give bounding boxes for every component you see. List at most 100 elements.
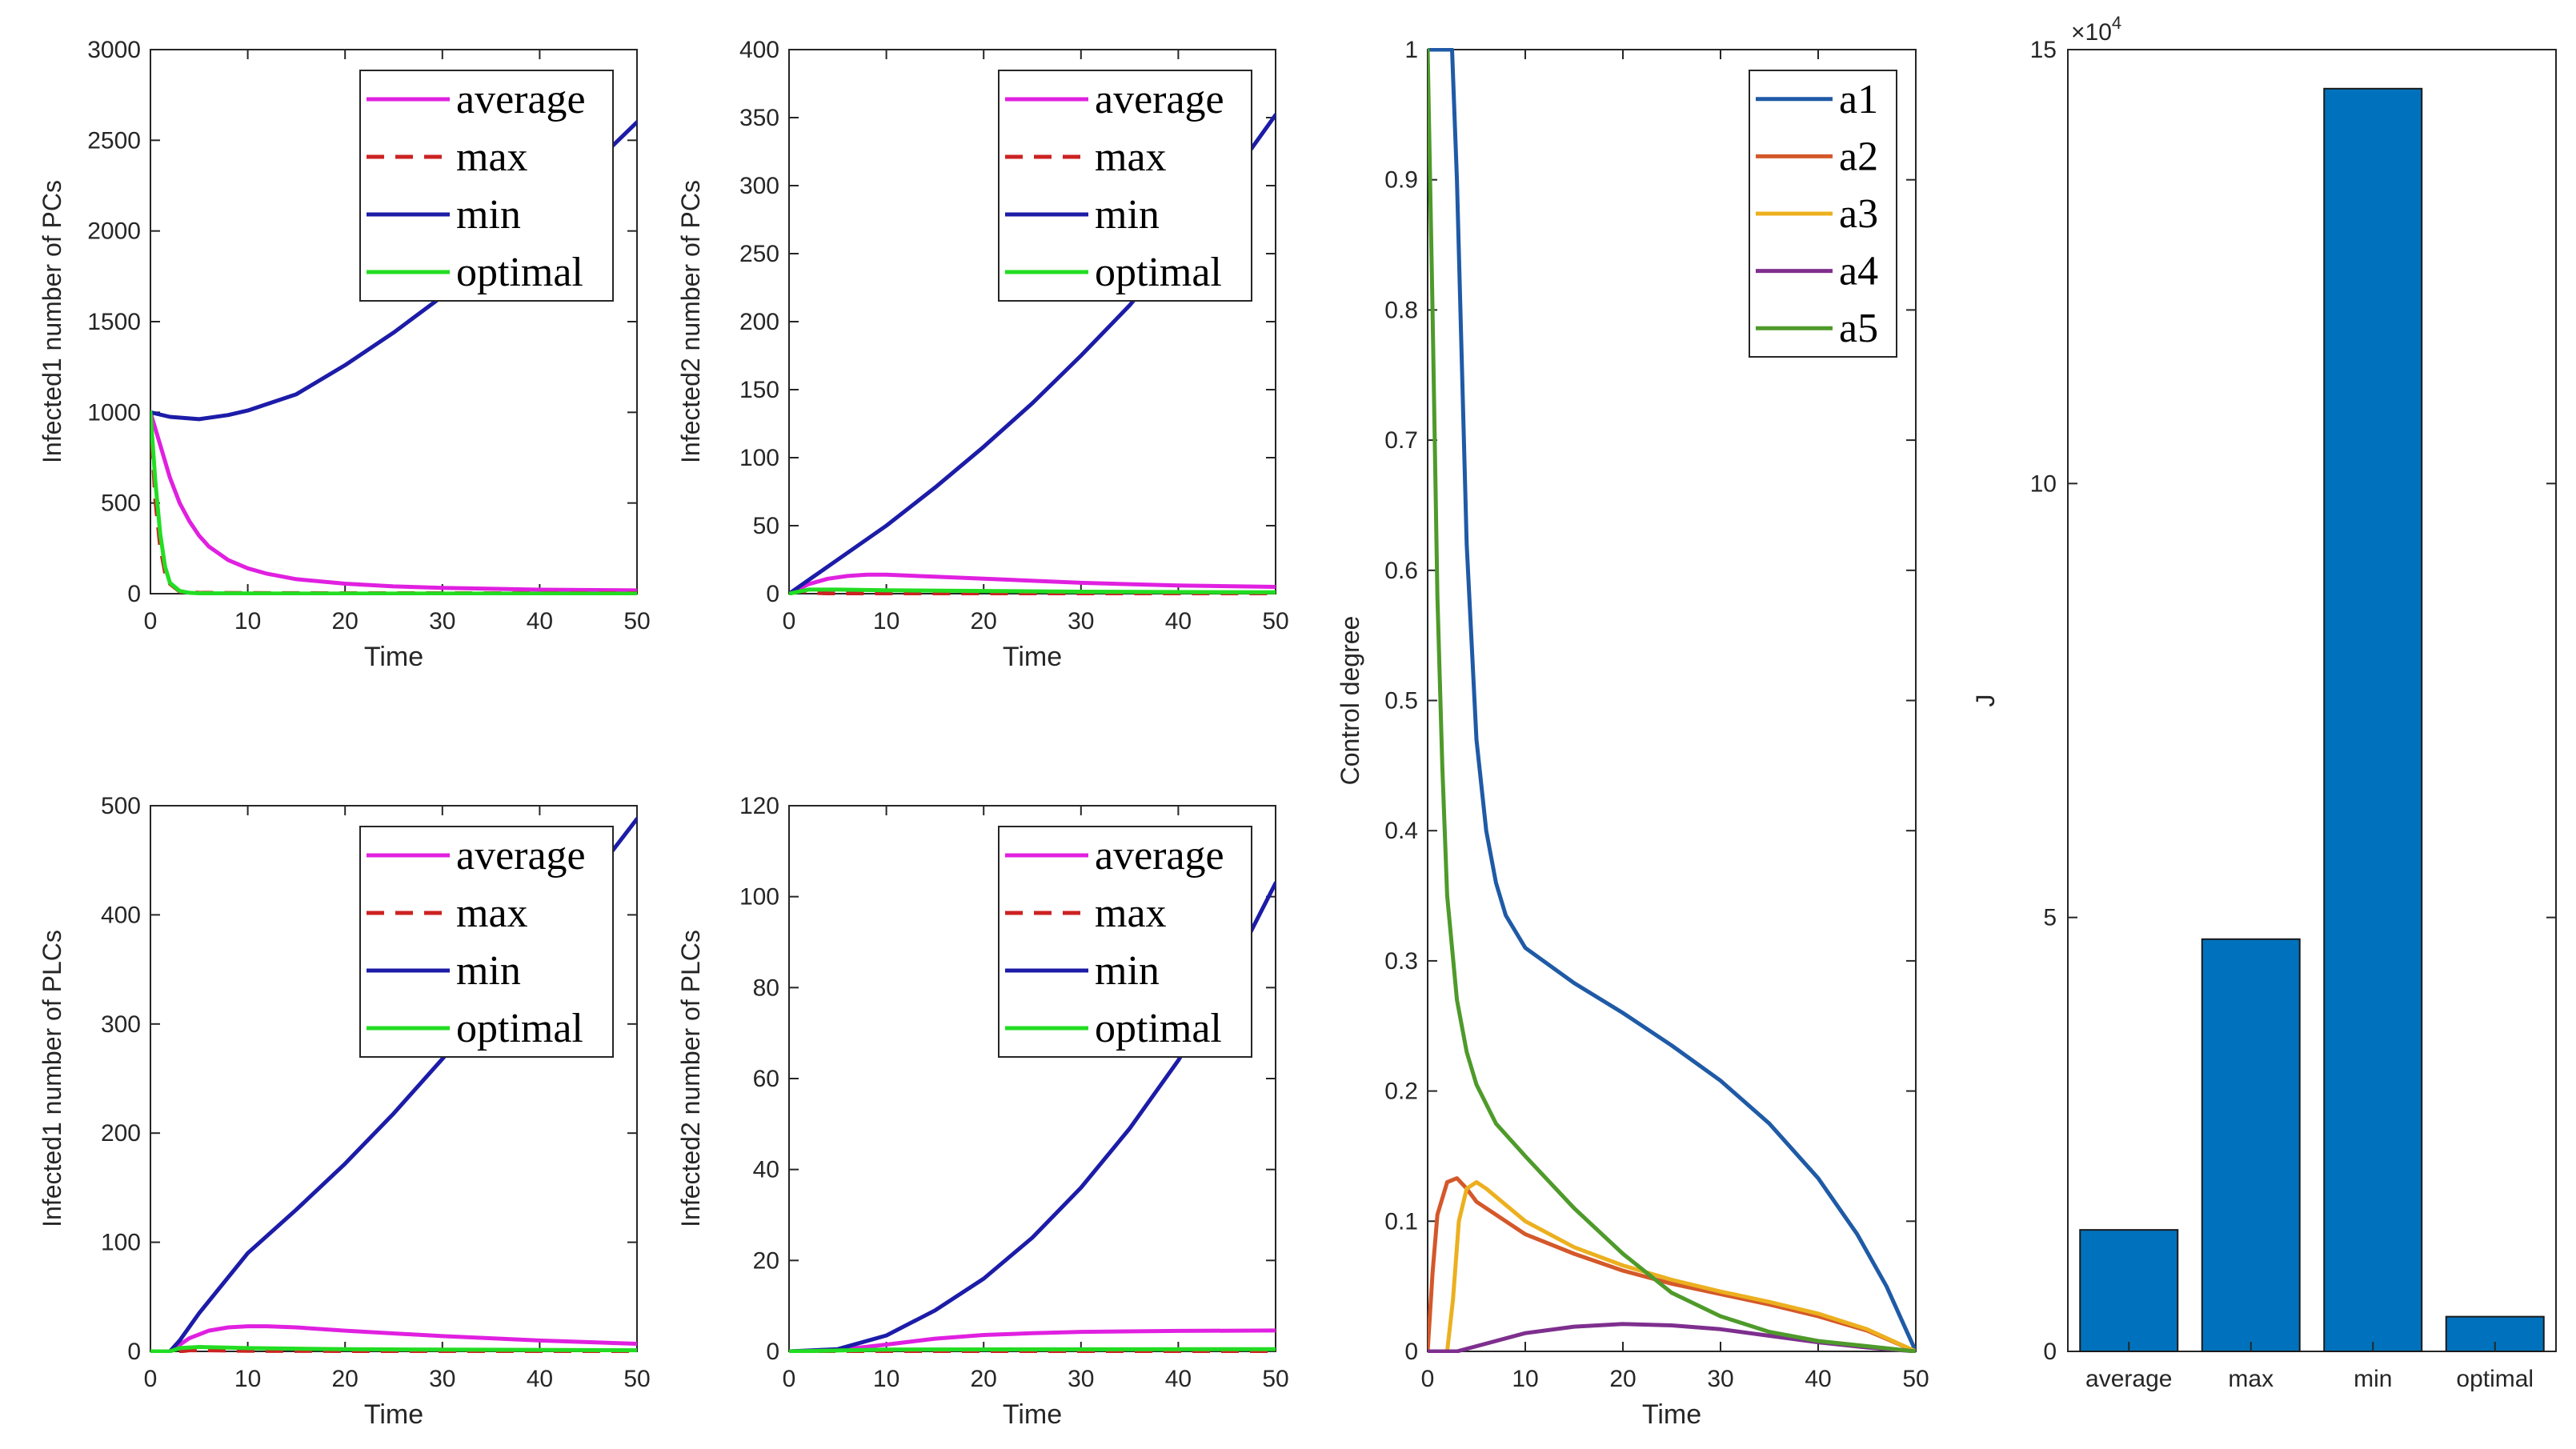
y-tick-label: 0.6 (1384, 558, 1418, 584)
y-tick-label: 0.5 (1384, 688, 1418, 714)
y-tick-label: 200 (739, 309, 779, 335)
x-tick-label: 20 (332, 1366, 359, 1392)
y-tick-label: 400 (739, 37, 779, 63)
y-tick-label: 0.1 (1384, 1208, 1418, 1235)
x-tick-label: 10 (873, 608, 899, 634)
y-tick-label: 500 (101, 793, 141, 819)
x-tick-label: 40 (527, 608, 553, 634)
series-line-optimal (150, 410, 637, 595)
x-tick-label: 40 (1165, 1366, 1192, 1392)
legend-label-min: min (456, 948, 521, 994)
y-tick-label: 50 (753, 513, 779, 539)
legend-label-min: min (1095, 948, 1160, 994)
y-axis-label: J (1971, 694, 2000, 707)
y-tick-label: 15 (2030, 37, 2057, 63)
y-tick-label: 0.3 (1384, 948, 1418, 975)
y-axis-label: Infected1 number of PCs (38, 180, 66, 463)
y-tick-label: 2500 (87, 127, 141, 154)
legend-label-a1: a1 (1839, 77, 1878, 122)
y-tick-label: 100 (739, 884, 779, 911)
y-tick-label: 300 (101, 1011, 141, 1038)
y-tick-label: 100 (101, 1230, 141, 1256)
y-tick-label: 3000 (87, 37, 141, 63)
plot-p5: 0 10 20 30 40 50 0 0.1 0.2 0.3 0.4 0.5 0.6 0.7 0.8 0.9 1… (1336, 37, 1929, 1430)
x-tick-label: 0 (144, 1366, 158, 1392)
x-tick-label: 50 (1902, 1366, 1929, 1392)
x-tick-label: 0 (1421, 1366, 1435, 1392)
legend-box (359, 826, 614, 1058)
y-axis-label: Infected2 number of PLCs (676, 930, 705, 1227)
plot-p2: 0 10 20 30 40 50 0 50 100 150 200 250 300 350 400 Time I… (676, 37, 1289, 672)
axes-box (2067, 49, 2557, 1352)
series-line-optimal (789, 587, 1276, 595)
legend-label-max: max (1095, 134, 1167, 180)
bar-max (2201, 938, 2301, 1352)
legend: average max min optimal (998, 826, 1252, 1058)
legend-label-average: average (456, 77, 586, 122)
x-tick-label: 0 (144, 608, 158, 634)
y-tick-label: 0.4 (1384, 818, 1418, 844)
x-tick-label: average (2085, 1366, 2172, 1392)
y-tick-label: 5 (2043, 905, 2057, 931)
y-tick-label: 0.9 (1384, 167, 1418, 194)
legend-label-max: max (1095, 891, 1167, 936)
x-tick-label: max (2228, 1366, 2274, 1392)
x-axis-label: Time (1642, 1399, 1701, 1430)
x-tick-label: 30 (429, 608, 455, 634)
y-tick-label: 300 (739, 173, 779, 199)
y-tick-label: 1500 (87, 309, 141, 335)
legend-box (998, 826, 1252, 1058)
legend-box (998, 70, 1252, 302)
y-tick-label: 200 (101, 1120, 141, 1147)
y-tick-label: 1 (1404, 37, 1418, 63)
x-tick-label: 30 (429, 1366, 455, 1392)
series-line-a1 (1428, 48, 1916, 1353)
plot-p4: 0 10 20 30 40 50 0 20 40 60 80 100 120 Time Infected2 … (676, 793, 1289, 1430)
y-tick-label: 0 (127, 581, 141, 607)
y-tick-label: 0.2 (1384, 1079, 1418, 1105)
legend-label-max: max (456, 891, 528, 936)
y-tick-label: 100 (739, 445, 779, 471)
y-tick-label: 0 (1404, 1339, 1418, 1365)
legend-label-average: average (1095, 833, 1224, 879)
x-tick-label: 30 (1068, 608, 1094, 634)
plot-p6: average max min optimal 0 5 10 15 ×104 J (1971, 13, 2557, 1392)
x-tick-label: 40 (527, 1366, 553, 1392)
legend-label-a5: a5 (1839, 306, 1878, 351)
series-line-a3 (1428, 1180, 1916, 1353)
y-tick-label: 120 (739, 793, 779, 819)
x-tick-label: 0 (783, 1366, 796, 1392)
series-line-average (150, 410, 637, 593)
y-tick-label: 400 (101, 902, 141, 928)
x-axis-label: Time (364, 642, 423, 672)
x-tick-label: 10 (873, 1366, 899, 1392)
legend-label-max: max (456, 134, 528, 180)
series-line-average (150, 1324, 637, 1353)
x-tick-label: 10 (1512, 1366, 1538, 1392)
legend-box (359, 70, 614, 302)
y-axis-label: Infected1 number of PLCs (38, 930, 66, 1227)
legend: average max min optimal (359, 70, 614, 302)
legend-label-a3: a3 (1839, 191, 1878, 237)
legend-label-optimal: optimal (456, 1006, 583, 1051)
y-tick-label: 60 (753, 1066, 779, 1092)
y-tick-label: 350 (739, 105, 779, 131)
y-tick-label: 80 (753, 975, 779, 1001)
series-line-a2 (1428, 1176, 1916, 1353)
y-tick-label: 0.8 (1384, 297, 1418, 323)
series-line-max (150, 412, 637, 595)
x-tick-label: 20 (971, 1366, 997, 1392)
series-line-average (789, 572, 1276, 595)
y-tick-label: 0 (2043, 1339, 2057, 1365)
y-tick-label: 2000 (87, 218, 141, 245)
legend: average max min optimal (998, 70, 1252, 302)
y-exponent-label: ×104 (2071, 13, 2121, 46)
plot-p1: 0 10 20 30 40 50050010001500200025003000TimeI… (38, 37, 651, 672)
x-tick-label: 50 (623, 608, 650, 634)
y-tick-label: 1000 (87, 399, 141, 426)
x-tick-label: 30 (1707, 1366, 1733, 1392)
series-line-a4 (1428, 1322, 1916, 1353)
x-tick-label: 40 (1165, 608, 1192, 634)
legend: a1 a2 a3 a4 a5 (1749, 70, 1897, 358)
